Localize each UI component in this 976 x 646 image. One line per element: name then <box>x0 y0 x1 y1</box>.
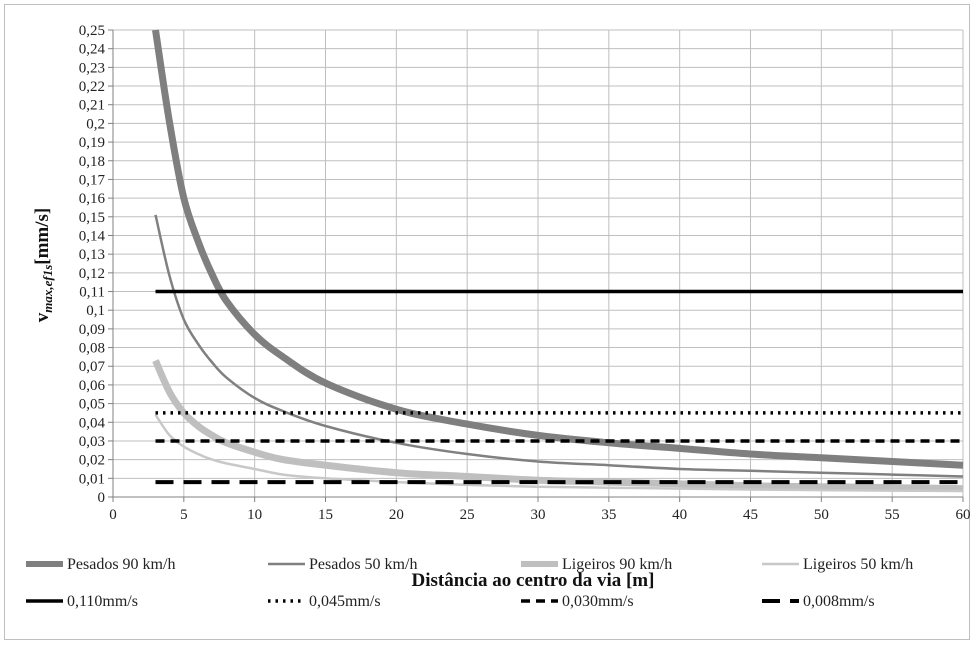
y-tick-label: 0,22 <box>79 79 105 95</box>
x-tick-label: 45 <box>743 507 758 523</box>
legend-label-5: 0,110mm/s <box>67 593 138 610</box>
series-line-3 <box>152 359 964 493</box>
y-tick-label: 0,05 <box>79 397 105 413</box>
y-tick-label: 0,1 <box>86 303 105 319</box>
grid <box>112 29 964 498</box>
x-tick-label: 25 <box>460 507 475 523</box>
y-tick-label: 0,18 <box>79 154 105 170</box>
y-tick-label: 0,04 <box>79 415 106 431</box>
y-axis-label: vmax,ef1s[mm/s] <box>32 208 55 323</box>
legend-label-4: Ligeiros 50 km/h <box>803 556 913 573</box>
y-tick-label: 0,12 <box>79 266 105 282</box>
series-lines <box>152 29 964 493</box>
y-tick-label: 0,21 <box>79 98 105 114</box>
legend-label-6: 0,045mm/s <box>309 593 381 610</box>
series-line-2 <box>154 214 964 478</box>
y-tick-label: 0,02 <box>79 453 105 469</box>
y-tick-label: 0,16 <box>79 191 106 207</box>
legend-label-1: Pesados 90 km/h <box>67 556 175 573</box>
y-tick-label: 0,23 <box>79 60 105 76</box>
y-tick-label: 0,15 <box>79 210 105 226</box>
y-tick-label: 0,11 <box>79 285 105 301</box>
y-tick-label: 0,13 <box>79 247 105 263</box>
y-tick-label: 0,06 <box>79 378 106 394</box>
y-tick-label: 0,17 <box>79 172 106 188</box>
y-tick-label: 0,25 <box>79 23 105 39</box>
x-tick-label: 55 <box>885 507 900 523</box>
legend-label-2: Pesados 50 km/h <box>309 556 417 573</box>
y-tick-label: 0,07 <box>79 359 106 375</box>
x-tick-labels: 0 5 10 15 20 25 30 35 40 45 50 55 60 <box>109 507 970 523</box>
y-tick-label: 0,2 <box>86 116 105 132</box>
legend-label-3: Ligeiros 90 km/h <box>562 556 672 573</box>
y-tick-label: 0,01 <box>79 471 105 487</box>
y-tick-label: 0 <box>98 490 106 506</box>
y-axis-label-unit: [mm/s] <box>32 208 53 265</box>
y-tick-label: 0,19 <box>79 135 105 151</box>
y-tick-label: 0,24 <box>79 42 106 58</box>
x-tick-label: 15 <box>318 507 333 523</box>
axes <box>108 29 964 502</box>
y-axis-label-sub: max,ef1s <box>40 265 55 313</box>
y-tick-label: 0,08 <box>79 341 105 357</box>
y-tick-labels: 0 0,01 0,02 0,03 0,04 0,05 0,06 0,07 0,08 0,09 0,1… <box>79 23 106 506</box>
series-line-1 <box>152 29 964 469</box>
y-tick-label: 0,14 <box>79 228 106 244</box>
x-tick-label: 40 <box>672 507 687 523</box>
x-tick-label: 30 <box>531 507 546 523</box>
x-tick-label: 50 <box>814 507 829 523</box>
legend-label-7: 0,030mm/s <box>562 593 634 610</box>
y-tick-label: 0,09 <box>79 322 105 338</box>
x-tick-label: 10 <box>247 507 262 523</box>
x-tick-label: 35 <box>601 507 616 523</box>
x-axis-label: Distância ao centro da via [m] <box>412 570 655 591</box>
x-tick-label: 0 <box>109 507 117 523</box>
x-tick-label: 5 <box>180 507 188 523</box>
y-tick-label: 0,03 <box>79 434 105 450</box>
x-tick-label: 60 <box>956 507 971 523</box>
legend: Pesados 90 km/h Pesados 50 km/h Ligeiros 9… <box>26 556 913 610</box>
x-tick-label: 20 <box>389 507 404 523</box>
y-axis-label-main: v <box>32 312 53 322</box>
legend-label-8: 0,008mm/s <box>803 593 875 610</box>
